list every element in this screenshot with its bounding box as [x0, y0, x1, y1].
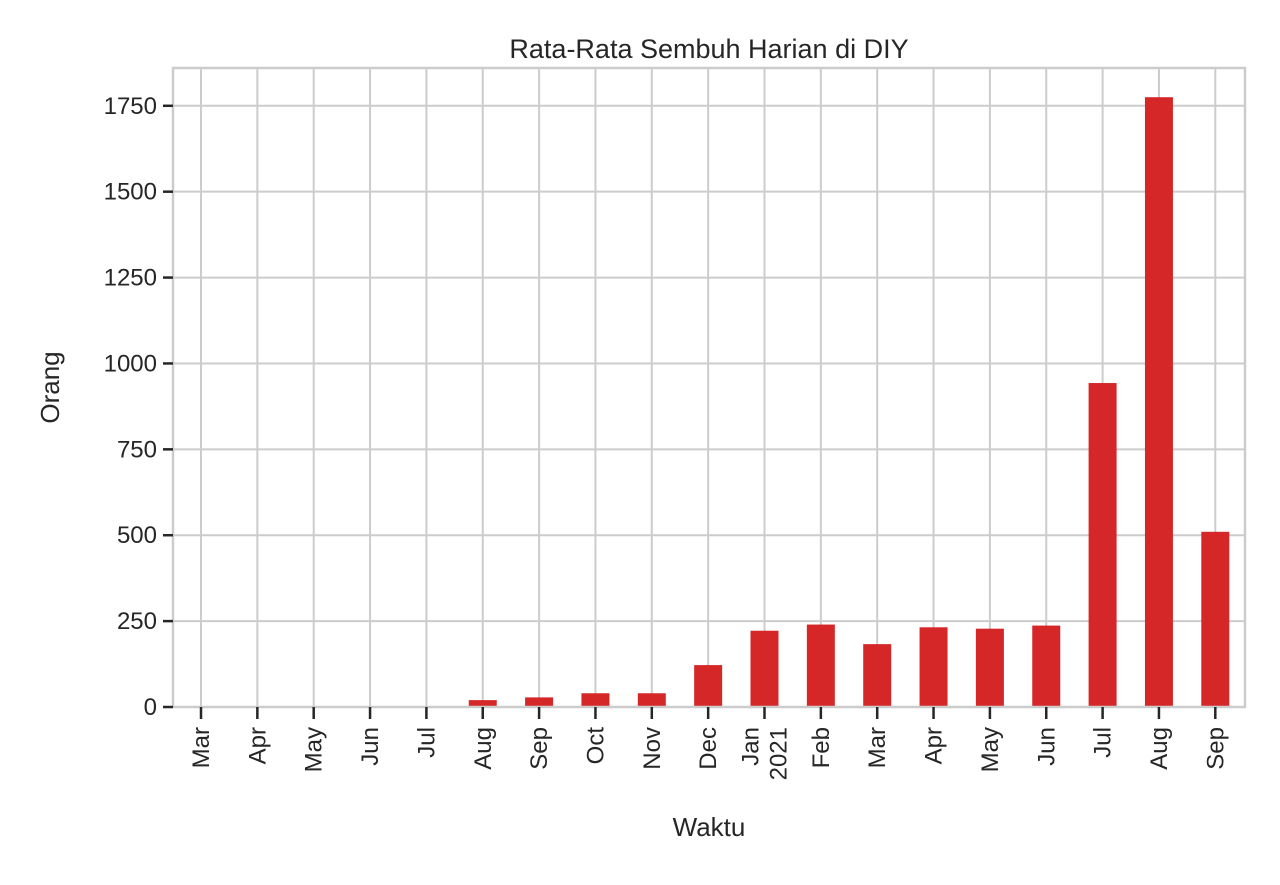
- y-tick-label: 1750: [104, 93, 157, 120]
- x-tick-label: Feb: [808, 727, 835, 768]
- x-tick-label: May: [977, 727, 1004, 772]
- x-tick-label: Sep: [526, 727, 553, 770]
- x-tick-label: Apr: [244, 727, 271, 764]
- x-tick-label: Aug: [1146, 727, 1173, 770]
- bar: [581, 693, 610, 707]
- x-tick-label: Jun: [357, 727, 384, 766]
- x-tick-label: Jul: [1090, 727, 1117, 758]
- x-axis-title: Waktu: [673, 812, 746, 842]
- bar: [525, 697, 554, 707]
- bar: [919, 627, 948, 707]
- y-tick-label: 500: [117, 522, 157, 549]
- x-tick-label: Aug: [470, 727, 497, 770]
- grid-layer: [173, 68, 1245, 708]
- x-tick-label: May: [301, 727, 328, 772]
- y-tick-label: 1250: [104, 265, 157, 292]
- bar-layer: [468, 97, 1230, 708]
- bar: [468, 700, 497, 707]
- bar: [637, 693, 666, 707]
- y-tick-label: 1000: [104, 350, 157, 377]
- chart-title: Rata-Rata Sembuh Harian di DIY: [509, 34, 908, 64]
- tick-layer: 0 250 500 750 1000 1250 1500 1750 Mar Apr May Jun Ju…: [104, 93, 1230, 781]
- y-tick-label: 750: [117, 436, 157, 463]
- x-tick-label: Apr: [921, 727, 948, 764]
- x-tick-label: Jan2021: [738, 727, 793, 780]
- bar: [750, 630, 779, 707]
- bar: [1144, 97, 1173, 708]
- y-axis-title: Orang: [35, 351, 65, 423]
- x-tick-label: Nov: [639, 727, 666, 770]
- x-tick-label: Mar: [188, 727, 215, 768]
- x-tick-label: Jul: [413, 727, 440, 758]
- bar: [806, 624, 835, 707]
- y-tick-label: 0: [144, 694, 157, 721]
- bar: [1201, 531, 1230, 707]
- bar: [1032, 625, 1061, 707]
- x-tick-label: Sep: [1202, 727, 1229, 770]
- x-tick-label: Jun: [1033, 727, 1060, 766]
- x-tick-label: Mar: [864, 727, 891, 768]
- x-tick-label: Oct: [582, 727, 609, 765]
- bar: [975, 628, 1004, 707]
- y-tick-label: 1500: [104, 179, 157, 206]
- y-tick-label: 250: [117, 608, 157, 635]
- bar: [694, 665, 723, 707]
- bar: [1088, 383, 1117, 707]
- bar: [863, 644, 892, 707]
- x-tick-label: Dec: [695, 727, 722, 770]
